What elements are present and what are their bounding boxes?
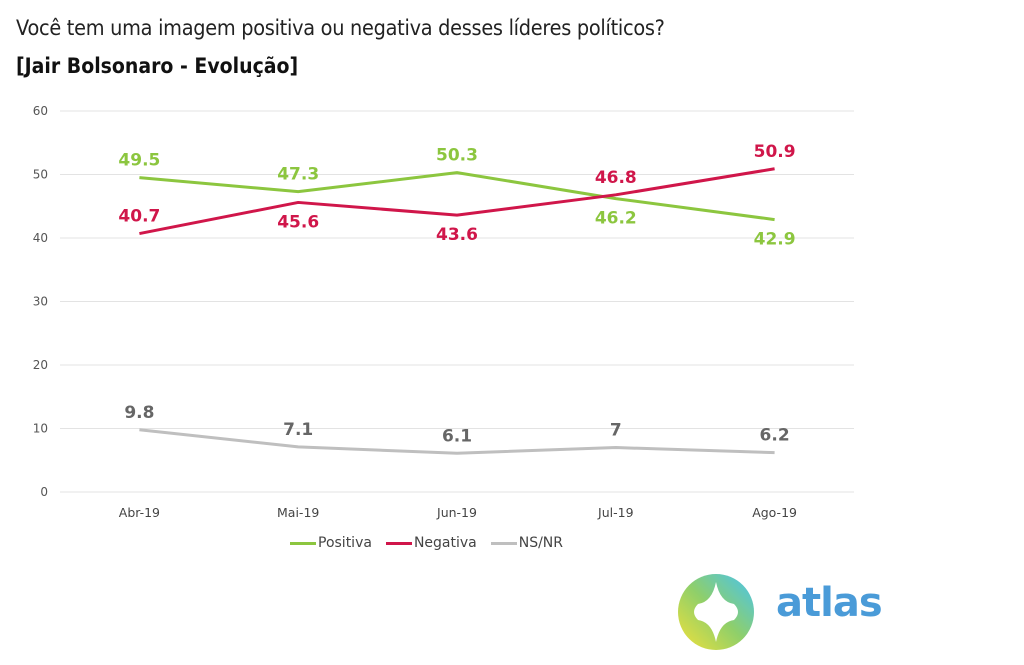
gridlines [60, 110, 854, 493]
legend-item-negativa: Negativa [385, 535, 477, 551]
legend-item-positiva: Positiva [290, 535, 372, 551]
data-label: 50.9 [754, 142, 796, 162]
y-axis-ticks: 0 10 20 30 40 50 60 [33, 104, 48, 499]
series-line-positiva [139, 171, 775, 222]
data-label: 42.9 [754, 230, 796, 250]
series-line-nsnr [139, 428, 775, 455]
legend-label: Positiva [318, 535, 372, 551]
legend-swatch-negativa [385, 541, 412, 545]
data-label: 7.1 [283, 420, 313, 440]
atlas-compass-icon [678, 574, 754, 650]
x-tick-label: Ago-19 [752, 505, 797, 520]
data-label: 46.8 [595, 168, 637, 188]
data-label: 43.6 [436, 225, 478, 245]
x-axis-ticks: Abr-19 Mai-19 Jun-19 Jul-19 Ago-19 [119, 505, 797, 520]
data-label: 45.6 [277, 212, 319, 232]
data-label: 47.3 [277, 165, 319, 185]
y-tick-label: 10 [33, 422, 48, 436]
x-tick-label: Jul-19 [597, 505, 634, 520]
data-label: 6.2 [760, 426, 790, 446]
line-chart: 0 10 20 30 40 50 60 Abr-19 Mai-19 Jun-19 Jul-19 Ag… [33, 104, 854, 520]
chart-subtitle: [Jair Bolsonaro - Evolução] [16, 54, 299, 78]
data-label: 46.2 [595, 209, 637, 229]
legend-label: Negativa [413, 535, 477, 551]
x-tick-label: Mai-19 [277, 505, 319, 520]
y-tick-label: 50 [33, 168, 48, 182]
y-tick-label: 60 [33, 104, 48, 118]
y-tick-label: 40 [33, 231, 48, 245]
data-labels: 49.5 47.3 50.3 46.2 42.9 40.7 45.6 43.6 46.8 50.9… [118, 142, 795, 446]
legend-swatch-positiva [290, 541, 316, 545]
legend-label: NS/NR [518, 535, 564, 551]
legend: Positiva Negativa NS/NR [290, 535, 563, 551]
data-label: 6.1 [442, 426, 472, 446]
data-label: 40.7 [118, 207, 160, 227]
data-label: 7 [610, 421, 622, 441]
series-line-negativa [139, 167, 775, 236]
legend-item-nsnr: NS/NR [490, 535, 564, 551]
chart-title: Você tem uma imagem positiva ou negativa… [16, 16, 665, 40]
data-label: 49.5 [118, 151, 160, 171]
atlas-logo-text: atlas [776, 580, 883, 626]
y-tick-label: 0 [40, 485, 48, 499]
legend-swatch-nsnr [490, 541, 517, 545]
data-label: 9.8 [124, 403, 154, 423]
series-lines [139, 167, 775, 455]
x-tick-label: Abr-19 [119, 505, 160, 520]
y-tick-label: 30 [33, 295, 48, 309]
data-label: 50.3 [436, 146, 478, 166]
y-tick-label: 20 [33, 358, 48, 372]
x-tick-label: Jun-19 [436, 505, 477, 520]
